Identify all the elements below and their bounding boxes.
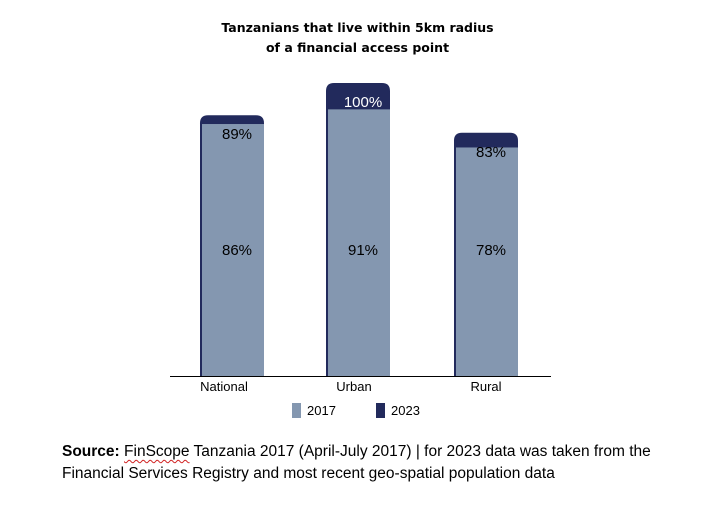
legend-item-2017: 2017 bbox=[292, 400, 336, 420]
source-brand: FinScope bbox=[124, 443, 190, 460]
source-label: Source: bbox=[62, 443, 120, 460]
chart-title: Tanzanians that live within 5km radius o… bbox=[0, 18, 715, 58]
x-tick-label-national: National bbox=[200, 379, 248, 394]
legend-swatch-2017 bbox=[292, 402, 301, 418]
source-text: Tanzania 2017 (April-July 2017) | for 20… bbox=[62, 443, 651, 482]
data-label-2023-national: 89% bbox=[222, 126, 252, 143]
x-tick-label-urban: Urban bbox=[336, 379, 371, 394]
bar-2017-urban bbox=[328, 109, 390, 377]
x-tick-label-rural: Rural bbox=[470, 379, 501, 394]
bar-2017-rural bbox=[456, 147, 518, 376]
chart-title-line-1: Tanzanians that live within 5km radius bbox=[221, 20, 494, 35]
bars-layer bbox=[200, 83, 518, 377]
bar-2017-national bbox=[202, 124, 264, 377]
legend-item-2023: 2023 bbox=[376, 400, 420, 420]
data-label-2017-urban: 91% bbox=[348, 242, 378, 259]
bar-chart: 89% 86% National 100% 91% Urban 83% 78% Rural bbox=[170, 83, 551, 394]
legend-swatch-2023 bbox=[376, 402, 385, 418]
chart-title-line-2: of a financial access point bbox=[265, 40, 450, 55]
legend-label-2017: 2017 bbox=[307, 402, 336, 418]
data-label-2023-rural: 83% bbox=[476, 144, 506, 161]
data-label-2017-national: 86% bbox=[222, 242, 252, 259]
labels-layer: 89% 86% National 100% 91% Urban 83% 78% Rural bbox=[200, 94, 506, 394]
legend: 2017 2023 bbox=[0, 400, 715, 420]
data-label-2023-urban: 100% bbox=[344, 94, 382, 111]
source-note: Source: FinScope Tanzania 2017 (April-Ju… bbox=[62, 441, 702, 485]
legend-label-2023: 2023 bbox=[391, 402, 420, 418]
data-label-2017-rural: 78% bbox=[476, 242, 506, 259]
